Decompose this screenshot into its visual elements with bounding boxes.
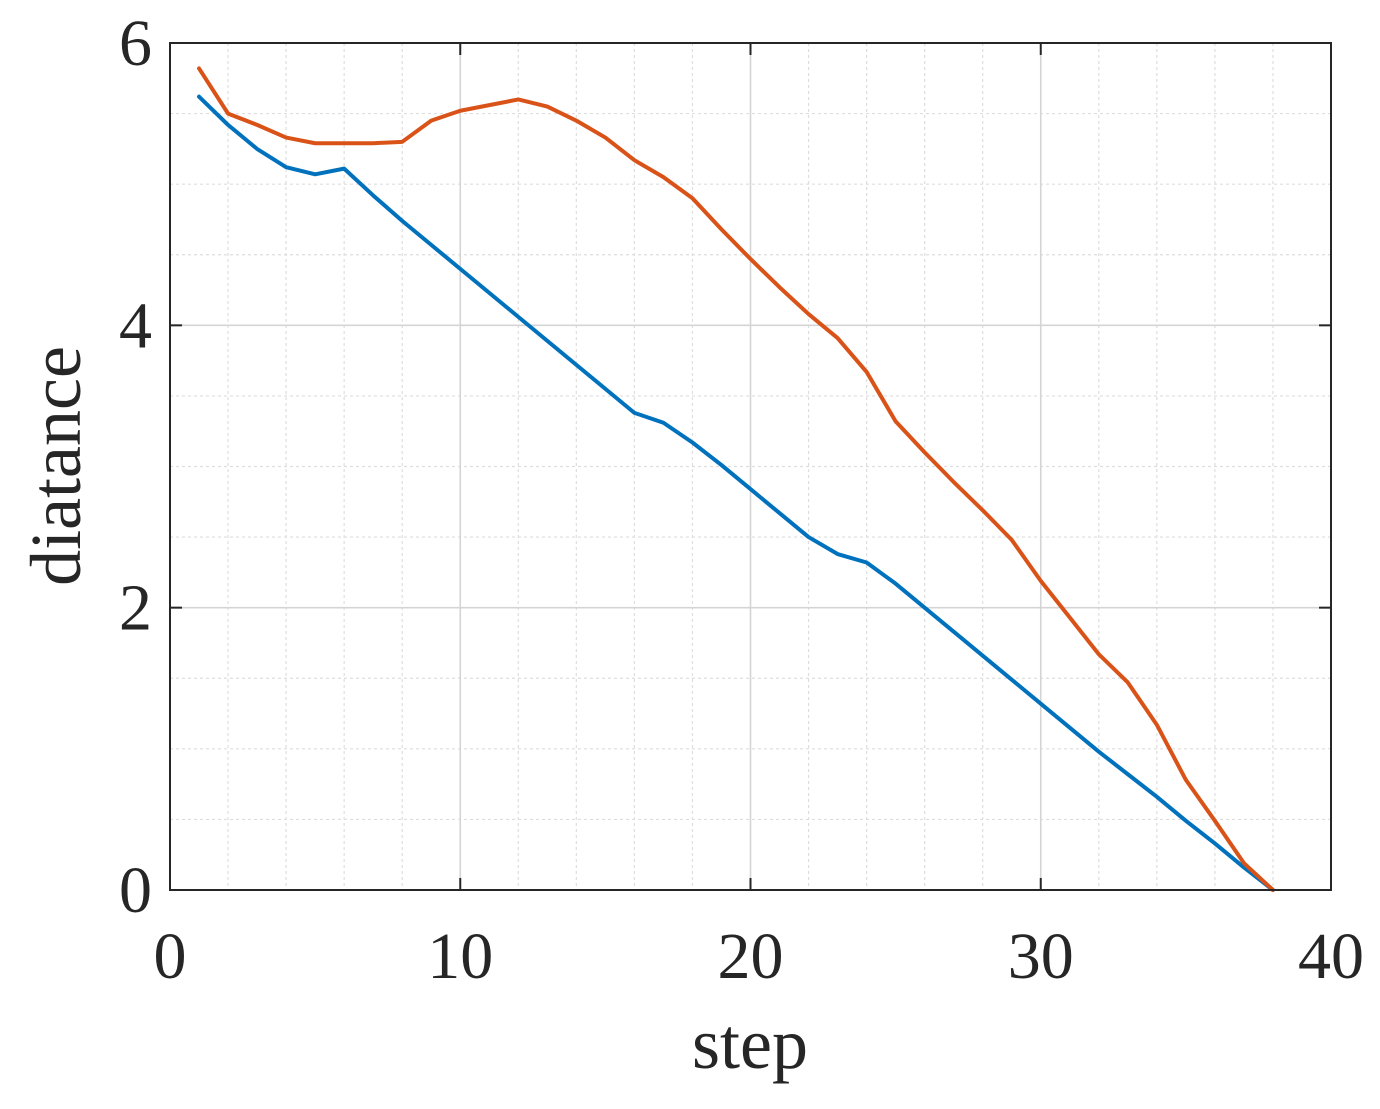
axis-ticks [169, 42, 1332, 891]
x-axis-label: step [692, 1004, 808, 1084]
x-tick-label: 20 [718, 920, 784, 993]
y-axis-label: diatance [16, 346, 96, 586]
y-tick-label: 4 [119, 289, 152, 362]
x-tick-label: 40 [1298, 920, 1364, 993]
y-tick-label: 2 [119, 572, 152, 645]
x-tick-label: 30 [1008, 920, 1074, 993]
grid [170, 43, 1331, 890]
series-line-2 [197, 66, 1275, 892]
y-tick-label: 0 [119, 854, 152, 927]
series-line-1 [197, 94, 1275, 892]
x-tick-label: 10 [427, 920, 493, 993]
tick-labels: 0 10 20 30 40 0 2 4 6 [119, 7, 1364, 993]
x-tick-label: 0 [154, 920, 187, 993]
series-lines [197, 66, 1275, 892]
y-tick-label: 6 [119, 7, 152, 80]
